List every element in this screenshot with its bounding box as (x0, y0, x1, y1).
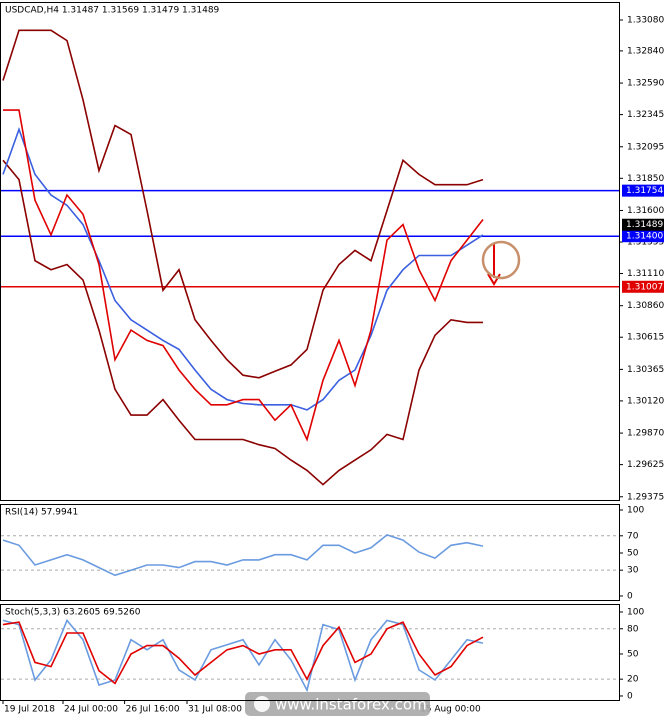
x-tick-label: 15 Aug 00:00 (420, 705, 481, 715)
y-tick-label: 1.30120 (627, 396, 664, 406)
watermark-logo (254, 696, 270, 712)
y-tick-label: 1.31600 (627, 206, 664, 216)
level-label-bg (622, 218, 664, 231)
y-tick-label: 1.31110 (627, 269, 664, 279)
y-tick-label: 1.30365 (627, 365, 664, 375)
y-tick-label: 1.32590 (627, 79, 664, 89)
y-tick-label: 0 (627, 691, 633, 701)
watermark-bg (245, 692, 430, 716)
x-tick-label: 26 Jul 16:00 (126, 705, 180, 715)
level-label: 1.31754 (626, 186, 663, 196)
y-tick-label: 80 (627, 624, 639, 634)
level-label: 1.31007 (626, 282, 663, 292)
series-line (2, 618, 484, 693)
y-tick-label: 1.29375 (627, 492, 664, 502)
panel-frame (0, 604, 620, 701)
y-tick-label: 1.29625 (627, 460, 664, 470)
y-tick-label: 1.31850 (627, 174, 664, 184)
level-label-bg (622, 184, 664, 197)
series-line (2, 159, 483, 486)
y-tick-label: 1.32095 (627, 142, 664, 152)
watermark: www.instaforex.com (275, 696, 427, 714)
y-tick-label: 1.32345 (627, 110, 664, 120)
series-line (3, 109, 484, 442)
x-tick-label: 31 Jul 08:00 (188, 705, 242, 715)
annotation (481, 240, 521, 286)
level-label: 1.31400 (626, 232, 663, 242)
level-label: 1.31489 (626, 220, 663, 230)
series-line (2, 534, 484, 577)
y-tick-label: 1.30615 (627, 333, 664, 343)
y-tick-label: 1.32840 (627, 46, 664, 56)
y-tick-label: 1.29870 (627, 429, 664, 439)
y-tick-label: 70 (627, 531, 639, 541)
x-tick-label: 24 Jul 00:00 (64, 705, 118, 715)
y-tick-label: 30 (627, 566, 639, 576)
y-tick-label: 100 (627, 506, 644, 516)
y-tick-label: 1.30860 (627, 301, 664, 311)
y-tick-label: 0 (627, 591, 633, 601)
panel-title: USDCAD,H4 1.31487 1.31569 1.31479 1.3148… (5, 6, 220, 16)
level-label-bg (622, 230, 664, 243)
target-circle (481, 240, 521, 280)
series-line (2, 621, 484, 685)
panel-title: Stoch(5,3,3) 63.2605 69.5260 (5, 608, 141, 618)
panel-title: RSI(14) 57.9941 (5, 508, 78, 518)
y-tick-label: 1.31355 (627, 237, 664, 247)
panel-frame (0, 2, 620, 501)
y-tick-label: 1.33080 (627, 16, 664, 26)
level-label-bg (622, 280, 664, 293)
y-tick-label: 50 (627, 548, 639, 558)
series-line (2, 127, 484, 411)
series-line (2, 29, 484, 379)
y-tick-label: 100 (627, 607, 644, 617)
y-tick-label: 20 (627, 675, 639, 685)
x-tick-label: 19 Jul 2018 (4, 705, 55, 715)
y-tick-label: 50 (627, 649, 639, 659)
